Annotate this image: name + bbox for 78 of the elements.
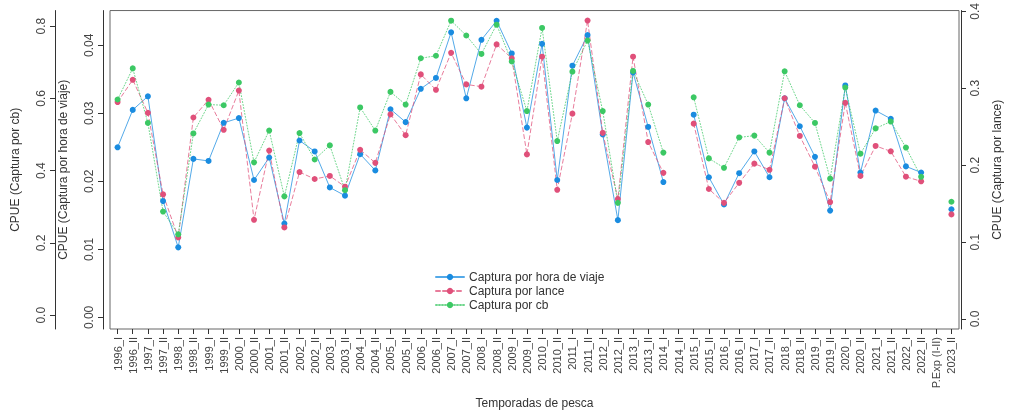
x-tick-label: 2020_I	[839, 337, 852, 371]
x-tick-label: 2000_I	[232, 337, 245, 371]
x-tick-label: 2006_I	[414, 337, 427, 371]
x-tick-label: 2002_I	[293, 337, 306, 371]
x-tick-label: 1998_II	[187, 337, 200, 374]
x-tick-label: 2023_II	[945, 337, 958, 374]
x-axis-title: Temporadas de pesca	[475, 396, 594, 410]
x-tick-label: 2018_I	[778, 337, 791, 371]
y3-tick-label: 0.4	[34, 162, 48, 180]
x-tick-label: 2012_I	[596, 337, 609, 371]
x-tick-label: 2012_II	[611, 337, 624, 374]
x-tick-label: 1997_I	[141, 337, 154, 371]
x-tick-label: 2001_II	[278, 337, 291, 374]
y3-axis-title: CPUE (Captura por cb)	[8, 107, 22, 232]
x-tick-label: 2002_II	[308, 337, 321, 374]
x-tick-label: 2009_I	[505, 337, 518, 371]
x-tick-label: 2003_I	[323, 337, 336, 371]
x-tick-label: 2016_I	[718, 337, 731, 371]
y-tick-label: 0.04	[82, 33, 96, 57]
y3-tick-label: 0.6	[34, 89, 48, 107]
y2-axis-title: CPUE (Captura por lance)	[990, 99, 1004, 240]
y2-tick-label: 0.0	[968, 310, 982, 328]
x-tick-label: 1997_II	[157, 337, 170, 374]
x-tick-label: 2004_I	[354, 337, 367, 371]
x-tick-label: 2014_II	[672, 337, 685, 374]
x-tick-label: 1996_II	[126, 337, 139, 374]
x-tick-label: 2006_II	[429, 337, 442, 374]
x-tick-label: 2015_II	[702, 337, 715, 374]
x-tick-label: 2008_I	[475, 337, 488, 371]
x-tick-label: 2005_I	[384, 337, 397, 371]
y-tick-label: 0.02	[82, 169, 96, 194]
x-tick-label: 2022_I	[899, 337, 912, 371]
x-tick-label: 1999_II	[217, 337, 230, 374]
x-tick-label: 2010_II	[551, 337, 564, 374]
x-tick-label: 2022_II	[915, 337, 928, 374]
x-tick-label: 1999_I	[202, 337, 215, 371]
y2-tick-label: 0.1	[968, 233, 982, 251]
y2-tick-label: 0.4	[968, 2, 982, 20]
x-tick-label: 2013_II	[642, 337, 655, 374]
x-tick-label: 2011_I	[566, 337, 579, 370]
x-tick-label: 2007_II	[460, 337, 473, 374]
x-tick-label: 2013_I	[627, 337, 640, 371]
y3-tick-label: 0.0	[34, 306, 48, 324]
x-tick-label: 2017_I	[748, 337, 761, 371]
x-tick-label: 2007_I	[445, 337, 458, 371]
x-tick-label: 1996_I	[111, 337, 124, 371]
y-tick-label: 0.03	[82, 101, 96, 125]
y2-tick-label: 0.3	[968, 79, 982, 97]
y2-tick-label: 0.2	[968, 156, 982, 174]
x-tick-label: 2019_II	[824, 337, 837, 374]
x-tick-label: P.Exp (I-II)	[930, 337, 943, 389]
x-tick-label: 2015_I	[687, 337, 700, 371]
x-tick-label: 2008_II	[490, 337, 503, 374]
x-tick-label: 2005_II	[399, 337, 412, 374]
x-tick-label: 2010_I	[536, 337, 549, 371]
x-tick-label: 2004_II	[369, 337, 382, 374]
x-tick-label: 2003_II	[338, 337, 351, 374]
x-tick-label: 2001_I	[263, 337, 276, 371]
y-tick-label: 0.00	[82, 305, 96, 330]
x-tick-label: 2014_I	[657, 337, 670, 371]
x-tick-label: 2019_I	[808, 337, 821, 371]
x-tick-label: 2018_II	[793, 337, 806, 374]
x-tick-label: 2009_II	[520, 337, 533, 374]
x-tick-label: 2016_II	[733, 337, 746, 374]
x-tick-label: 2017_II	[763, 337, 776, 374]
x-tick-label: 2000_II	[248, 337, 261, 374]
y3-tick-label: 0.2	[34, 234, 48, 252]
x-tick-label: 1998_I	[172, 337, 185, 371]
legend-label: Captura por hora de viaje	[469, 270, 605, 284]
y-axis-title: CPUE (Captura por hora de viaje)	[56, 79, 70, 260]
x-tick-label: 2011_II	[581, 337, 594, 373]
y3-tick-label: 0.8	[34, 17, 48, 35]
x-tick-label: 2020_II	[854, 337, 867, 374]
y-tick-label: 0.01	[82, 237, 96, 262]
x-tick-label: 2021_I	[869, 337, 882, 371]
x-tick-label: 2021_II	[884, 337, 897, 374]
legend-label: Captura por cb	[469, 298, 549, 312]
legend-label: Captura por lance	[469, 284, 565, 298]
